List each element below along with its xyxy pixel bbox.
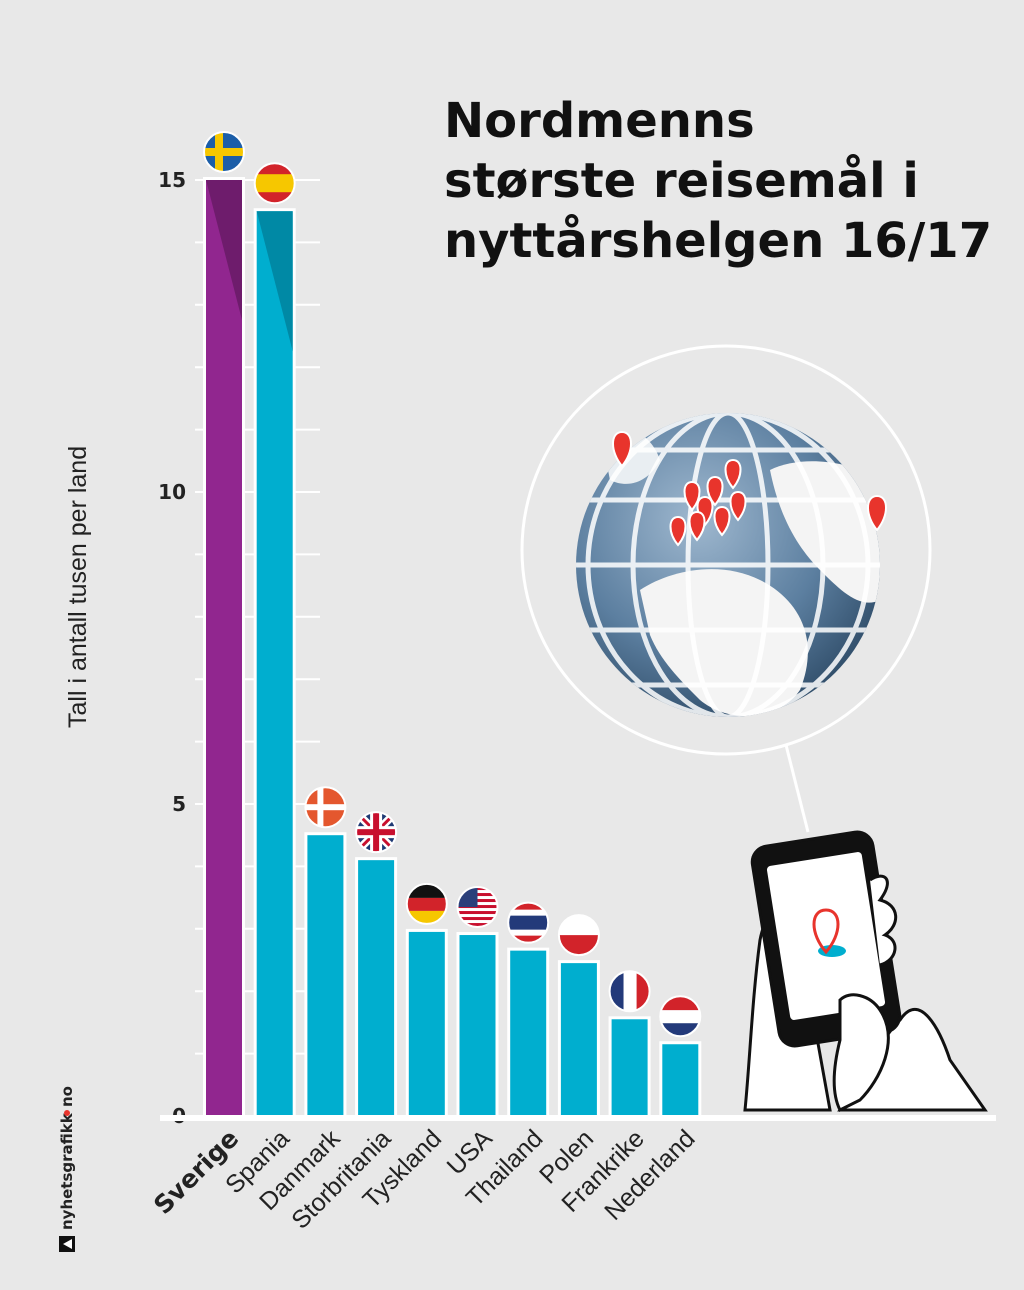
bars: [203, 177, 702, 1116]
flag-usa-icon: [456, 886, 499, 929]
title-line-3: nyttårshelgen 16/17: [444, 213, 992, 269]
flag-netherlands-icon: [659, 995, 702, 1038]
y-tick-label: 15: [158, 168, 186, 192]
bar-shade: [256, 211, 293, 352]
flag-poland-icon: [557, 914, 600, 957]
flag-sweden-icon: [203, 131, 245, 173]
category-labels: SverigeSpaniaDanmarkStorbritaniaTyskland…: [148, 1124, 700, 1235]
bar-storbritania: [358, 860, 395, 1116]
smartphone-in-hands-icon: [743, 830, 988, 1113]
globe-icon: [520, 344, 932, 833]
brand-suffix: no: [58, 1086, 76, 1107]
flag-france-icon: [608, 970, 651, 1013]
flag-denmark-icon: [304, 786, 347, 829]
bar-nederland: [662, 1044, 699, 1116]
bar-thailand: [510, 950, 547, 1116]
title-line-2: største reisemål i: [444, 153, 919, 209]
bar-danmark: [307, 835, 344, 1116]
y-axis-label: Tall i antall tusen per land: [64, 446, 92, 728]
bar-polen: [560, 963, 597, 1116]
bar-sverige: [206, 180, 242, 1116]
location-pin-icon: [612, 430, 887, 547]
flag-spain-icon: [253, 162, 296, 205]
bar-tyskland: [408, 931, 445, 1116]
flag-germany-icon: [405, 882, 448, 925]
brand-logo: nyhetsgrafikk no: [58, 1086, 76, 1252]
y-tick-label: 10: [158, 480, 186, 504]
flag-thailand-icon: [507, 901, 550, 944]
chart-title: Nordmenns største reisemål i nyttårshelg…: [444, 93, 992, 269]
brand-name: nyhetsgrafikk: [58, 1112, 76, 1230]
flag-uk-icon: [355, 811, 398, 854]
y-tick-label: 5: [172, 792, 186, 816]
bar-frankrike: [611, 1019, 648, 1116]
flags: [203, 131, 702, 1038]
bar-usa: [459, 935, 496, 1116]
y-ticks: 051015: [158, 168, 186, 1128]
bar-shade: [206, 180, 242, 320]
title-line-1: Nordmenns: [444, 93, 755, 149]
bar-spania: [256, 211, 293, 1116]
